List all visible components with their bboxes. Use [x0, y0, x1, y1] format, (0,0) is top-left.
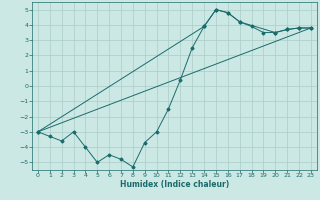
X-axis label: Humidex (Indice chaleur): Humidex (Indice chaleur)	[120, 180, 229, 189]
